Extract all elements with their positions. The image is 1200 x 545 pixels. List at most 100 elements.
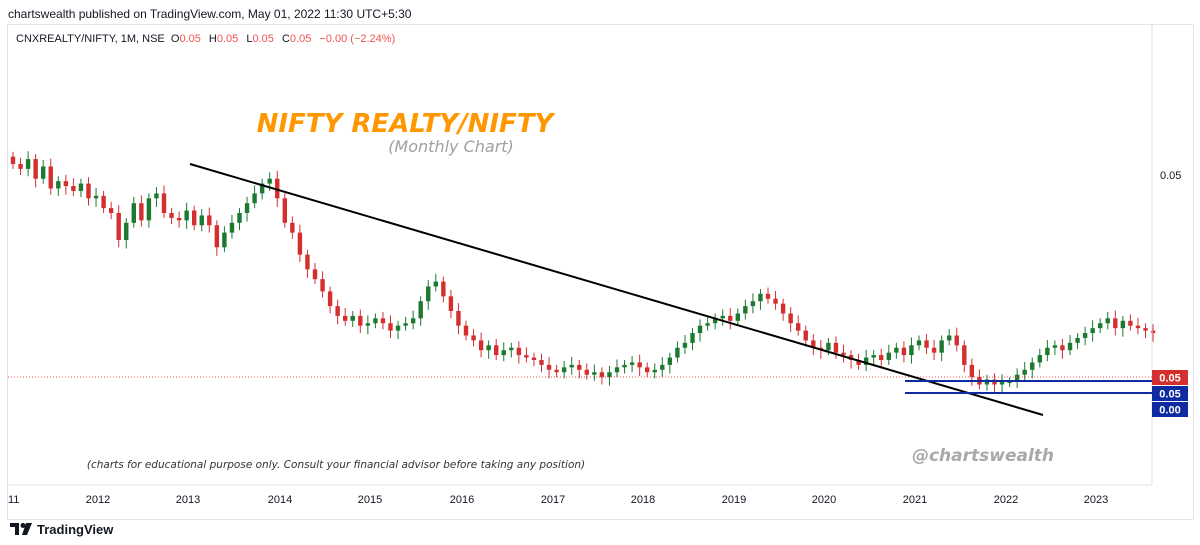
candle-up bbox=[501, 350, 506, 356]
candle-down bbox=[599, 372, 605, 378]
candle-down bbox=[275, 178, 280, 199]
candle-down bbox=[192, 210, 197, 226]
candle-down bbox=[879, 355, 884, 360]
candle-down bbox=[645, 367, 650, 373]
candle-up bbox=[886, 352, 891, 360]
candle-down bbox=[33, 159, 38, 179]
candle-down bbox=[765, 293, 771, 299]
candle-up bbox=[607, 372, 612, 378]
candle-down bbox=[297, 232, 303, 255]
candle-down bbox=[335, 306, 340, 316]
tradingview-logo-icon bbox=[10, 523, 32, 535]
candle-down bbox=[584, 369, 589, 375]
time-tick-2013: 2013 bbox=[176, 494, 200, 506]
candle-down bbox=[539, 360, 544, 365]
candle-down bbox=[441, 281, 446, 297]
candle-up bbox=[222, 232, 227, 248]
candle-up bbox=[244, 203, 250, 213]
candle-down bbox=[456, 311, 461, 326]
published-header: chartswealth published on TradingView.co… bbox=[8, 7, 412, 21]
candle-down bbox=[1128, 320, 1133, 326]
candle-up bbox=[229, 222, 235, 233]
candle-down bbox=[327, 291, 333, 307]
candle-up bbox=[863, 357, 869, 365]
candle-down bbox=[101, 195, 106, 209]
candle-up bbox=[259, 183, 265, 194]
time-tick-2023: 2023 bbox=[1084, 494, 1108, 506]
candle-up bbox=[894, 347, 899, 353]
candle-down bbox=[343, 315, 348, 321]
candle-down bbox=[728, 315, 733, 321]
candle-up bbox=[124, 222, 129, 240]
candle-up bbox=[743, 306, 748, 314]
candle-up bbox=[652, 369, 657, 373]
candle-up bbox=[1007, 382, 1012, 384]
candle-down bbox=[176, 217, 182, 221]
candle-up bbox=[56, 181, 61, 189]
candle-down bbox=[48, 166, 53, 189]
candle-down bbox=[992, 379, 997, 385]
time-tick-2014: 2014 bbox=[268, 494, 292, 506]
candle-up bbox=[184, 210, 189, 221]
candle-down bbox=[841, 352, 846, 356]
candle-up bbox=[41, 166, 46, 179]
candle-up bbox=[1045, 347, 1050, 356]
candle-down bbox=[139, 203, 144, 221]
candle-up bbox=[403, 323, 408, 326]
footer-brand[interactable]: TradingView bbox=[37, 521, 114, 537]
candle-down bbox=[1135, 325, 1141, 329]
chart-title: NIFTY REALTY/NIFTY bbox=[257, 109, 557, 139]
time-tick-2017: 2017 bbox=[541, 494, 565, 506]
candle-up bbox=[1067, 342, 1073, 351]
candle-up bbox=[1082, 333, 1088, 338]
candle-down bbox=[161, 193, 167, 213]
candle-down bbox=[448, 296, 454, 311]
candle-up bbox=[365, 323, 371, 326]
chart-frame bbox=[7, 24, 1194, 520]
candle-down bbox=[924, 340, 929, 348]
candle-down bbox=[516, 347, 522, 356]
candle-down bbox=[962, 345, 967, 365]
candle-up bbox=[146, 198, 152, 221]
symbol-name[interactable]: CNXREALTY/NIFTY, 1M, NSE bbox=[16, 33, 165, 45]
candle-down bbox=[803, 330, 808, 341]
candle-down bbox=[546, 364, 552, 370]
candle-up bbox=[1090, 328, 1095, 334]
candle-down bbox=[931, 347, 937, 353]
candle-down bbox=[1150, 330, 1156, 334]
price-badges: 0.05 0.05 0.00 bbox=[1152, 370, 1188, 417]
change-value: −0.00 (−2.24%) bbox=[319, 33, 396, 45]
candle-down bbox=[637, 362, 642, 368]
candle-down bbox=[282, 198, 287, 223]
candle-down bbox=[116, 213, 121, 240]
price-badge-label: 0.05 bbox=[1159, 389, 1180, 401]
candle-up bbox=[569, 364, 574, 368]
candle-up bbox=[1105, 318, 1110, 324]
symbol-ohlc-line: CNXREALTY/NIFTY, 1M, NSE O0.05 H0.05 L0.… bbox=[16, 33, 400, 45]
candle-up bbox=[131, 203, 136, 223]
candle-up bbox=[154, 193, 159, 199]
candle-up bbox=[418, 301, 423, 319]
high-value: 0.05 bbox=[216, 33, 239, 45]
candle-down bbox=[471, 335, 476, 341]
time-tick-2022: 2022 bbox=[994, 494, 1018, 506]
candle-down bbox=[358, 315, 363, 326]
candle-down bbox=[494, 345, 499, 356]
candle-up bbox=[1037, 355, 1042, 363]
low-label: L bbox=[246, 33, 253, 45]
candle-up bbox=[1030, 362, 1035, 370]
candle-up bbox=[78, 183, 84, 191]
candle-up bbox=[720, 315, 725, 319]
candle-up bbox=[1098, 323, 1103, 329]
candle-down bbox=[524, 355, 529, 358]
chart-subtitle: (Monthly Chart) bbox=[388, 137, 514, 156]
high-label: H bbox=[208, 33, 217, 45]
candle-up bbox=[826, 342, 831, 351]
candle-down bbox=[214, 225, 220, 248]
candle-up bbox=[712, 318, 718, 324]
candle-up bbox=[561, 367, 567, 373]
candle-down bbox=[10, 156, 16, 164]
candle-up bbox=[199, 215, 204, 226]
trendline bbox=[189, 163, 1044, 416]
